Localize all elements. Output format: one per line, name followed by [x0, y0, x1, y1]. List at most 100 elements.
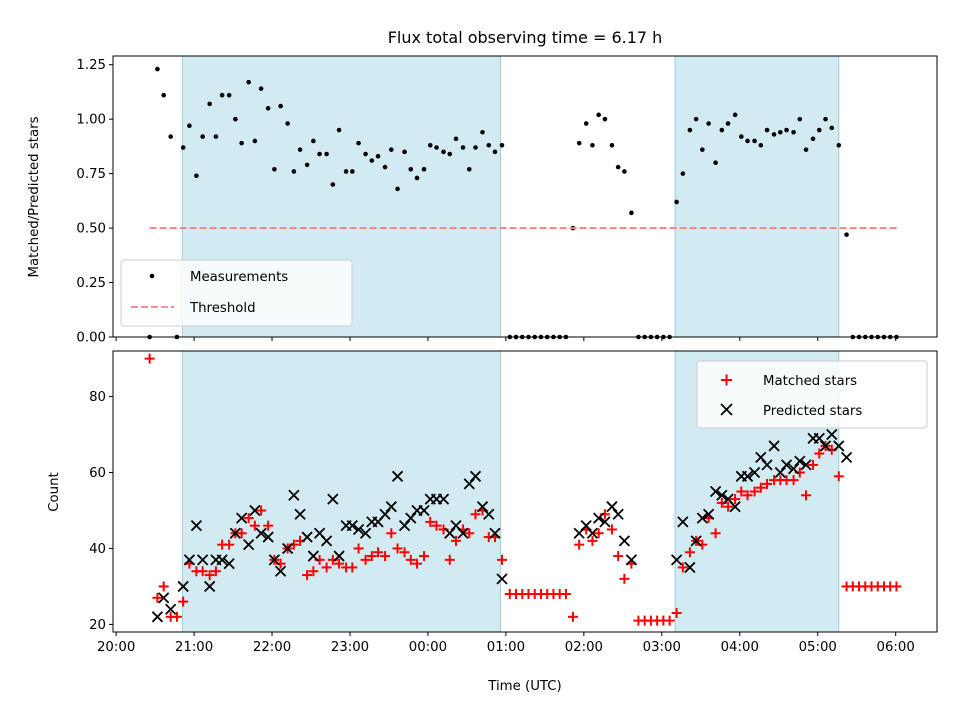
matched-stars-point — [308, 566, 319, 577]
measurement-point — [674, 199, 679, 205]
matched-stars-point — [399, 547, 410, 558]
matched-stars-point — [431, 520, 442, 531]
predicted-stars-point — [800, 459, 812, 471]
measurement-point — [291, 169, 297, 174]
measurement-point — [745, 138, 750, 144]
x-tick-label: 02:00 — [565, 640, 603, 655]
matched-stars-point — [749, 486, 760, 497]
measurement-point — [200, 134, 205, 139]
matched-stars-point — [464, 528, 475, 539]
matched-stars-point — [405, 554, 416, 565]
predicted-stars-point — [696, 512, 708, 524]
panel-count: 20 40 60 80 20:00 21:00 22:00 23:00 00:00 01:00 0… — [47, 350, 938, 694]
matched-stars-point — [347, 562, 358, 573]
matched-stars-point — [560, 589, 571, 600]
matched-stars-point — [210, 566, 221, 577]
predicted-stars-point — [255, 527, 267, 539]
predicted-stars-point — [840, 451, 853, 463]
y-tick-label: 40 — [89, 542, 106, 557]
panel-ratio: 0.00 0.25 0.50 0.75 1.00 1.25 Flux total obse… — [27, 28, 938, 346]
predicted-stars-point — [183, 554, 196, 566]
y-tick-label: 0.75 — [76, 167, 106, 182]
panel-ratio-frame — [112, 55, 938, 338]
predicted-stars-point — [826, 428, 838, 441]
matched-stars-point — [412, 558, 423, 569]
measurement-point — [219, 92, 225, 98]
measurement-point — [816, 127, 822, 133]
matched-stars-point — [788, 475, 799, 486]
measurement-point — [402, 149, 407, 155]
measurement-point — [311, 138, 316, 144]
predicted-stars-point — [204, 580, 216, 593]
panel-count-frame — [112, 350, 938, 633]
y-tick-label: 1.00 — [76, 113, 106, 128]
predicted-stars-point — [755, 451, 767, 463]
matched-stars-point — [321, 562, 332, 573]
ratio-y-axis-label: Matched/Predicted stars — [27, 116, 42, 277]
matched-stars-point — [567, 611, 578, 622]
matched-stars-point — [386, 528, 397, 539]
measurement-point — [622, 169, 627, 174]
measurement-point — [629, 210, 634, 216]
legend-label-measurements: Measurements — [190, 270, 288, 285]
measurement-point — [447, 151, 453, 157]
measurement-point — [784, 127, 789, 133]
legend-marker-matched — [721, 374, 732, 386]
predicted-stars-point — [398, 520, 411, 532]
predicted-stars-point — [346, 520, 358, 532]
matched-stars-point — [380, 551, 391, 562]
matched-stars-point — [587, 535, 598, 546]
predicted-stars-point — [262, 531, 274, 543]
measurement-point — [576, 140, 582, 146]
measurement-point — [324, 151, 329, 157]
measurement-point — [583, 121, 589, 126]
measurement-point — [278, 103, 283, 109]
x-tick-label: 23:00 — [331, 640, 369, 655]
shaded-interval — [182, 351, 501, 632]
matched-stars-point — [891, 581, 902, 592]
predicted-stars-point — [580, 520, 592, 532]
matched-stars-point — [392, 543, 403, 554]
predicted-stars-point — [612, 508, 624, 520]
matched-stars-point — [619, 573, 630, 584]
legend-ratio-box — [120, 259, 353, 327]
measurement-point — [414, 175, 420, 181]
x-tick-label: 03:00 — [643, 640, 681, 655]
measurement-point — [739, 134, 744, 139]
measurement-point — [680, 171, 686, 176]
measurement-point — [272, 166, 277, 172]
predicted-stars-point — [586, 527, 599, 539]
predicted-stars-point — [197, 554, 209, 566]
measurement-point — [161, 92, 166, 98]
measurement-point — [719, 127, 725, 133]
predicted-stars-point — [444, 527, 456, 539]
measurement-point — [797, 116, 803, 122]
measurement-point — [213, 134, 219, 139]
predicted-stars-point — [158, 592, 170, 604]
predicted-stars-point — [476, 501, 489, 513]
measurement-point — [480, 129, 485, 135]
predicted-stars-point — [463, 478, 475, 490]
x-tick-label: 05:00 — [799, 640, 837, 655]
predicted-stars-point — [618, 535, 631, 547]
measurement-point — [330, 182, 336, 187]
predicted-stars-point — [729, 501, 741, 513]
measurement-point — [596, 112, 601, 118]
measurement-point — [615, 164, 621, 170]
measurement-point — [239, 140, 244, 146]
matched-stars-point — [730, 494, 741, 505]
legend-marker-measurements — [149, 273, 155, 279]
matched-stars-point — [178, 596, 189, 607]
legend-label-matched: Matched stars — [763, 374, 857, 389]
measurement-point — [194, 173, 199, 179]
matched-stars-point — [249, 520, 260, 531]
measurement-point — [791, 129, 796, 135]
predicted-stars-point — [457, 527, 469, 539]
matched-stars-point — [613, 551, 624, 562]
matched-stars-point — [425, 516, 436, 527]
matched-stars-point — [664, 615, 675, 626]
predicted-stars-point — [748, 466, 761, 479]
measurement-point — [226, 92, 232, 98]
predicted-stars-point — [216, 554, 228, 566]
measurement-point — [389, 147, 394, 152]
